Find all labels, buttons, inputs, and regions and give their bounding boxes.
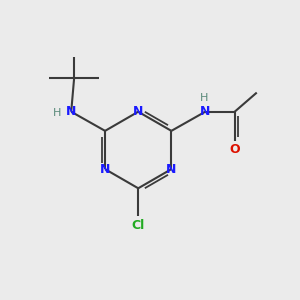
Text: N: N bbox=[66, 105, 76, 118]
Text: H: H bbox=[53, 108, 61, 118]
Text: O: O bbox=[230, 143, 240, 156]
Text: Cl: Cl bbox=[132, 220, 145, 232]
Text: N: N bbox=[200, 105, 210, 118]
Text: N: N bbox=[100, 163, 110, 176]
Text: N: N bbox=[166, 163, 177, 176]
Text: N: N bbox=[133, 105, 143, 118]
Text: H: H bbox=[200, 93, 208, 103]
